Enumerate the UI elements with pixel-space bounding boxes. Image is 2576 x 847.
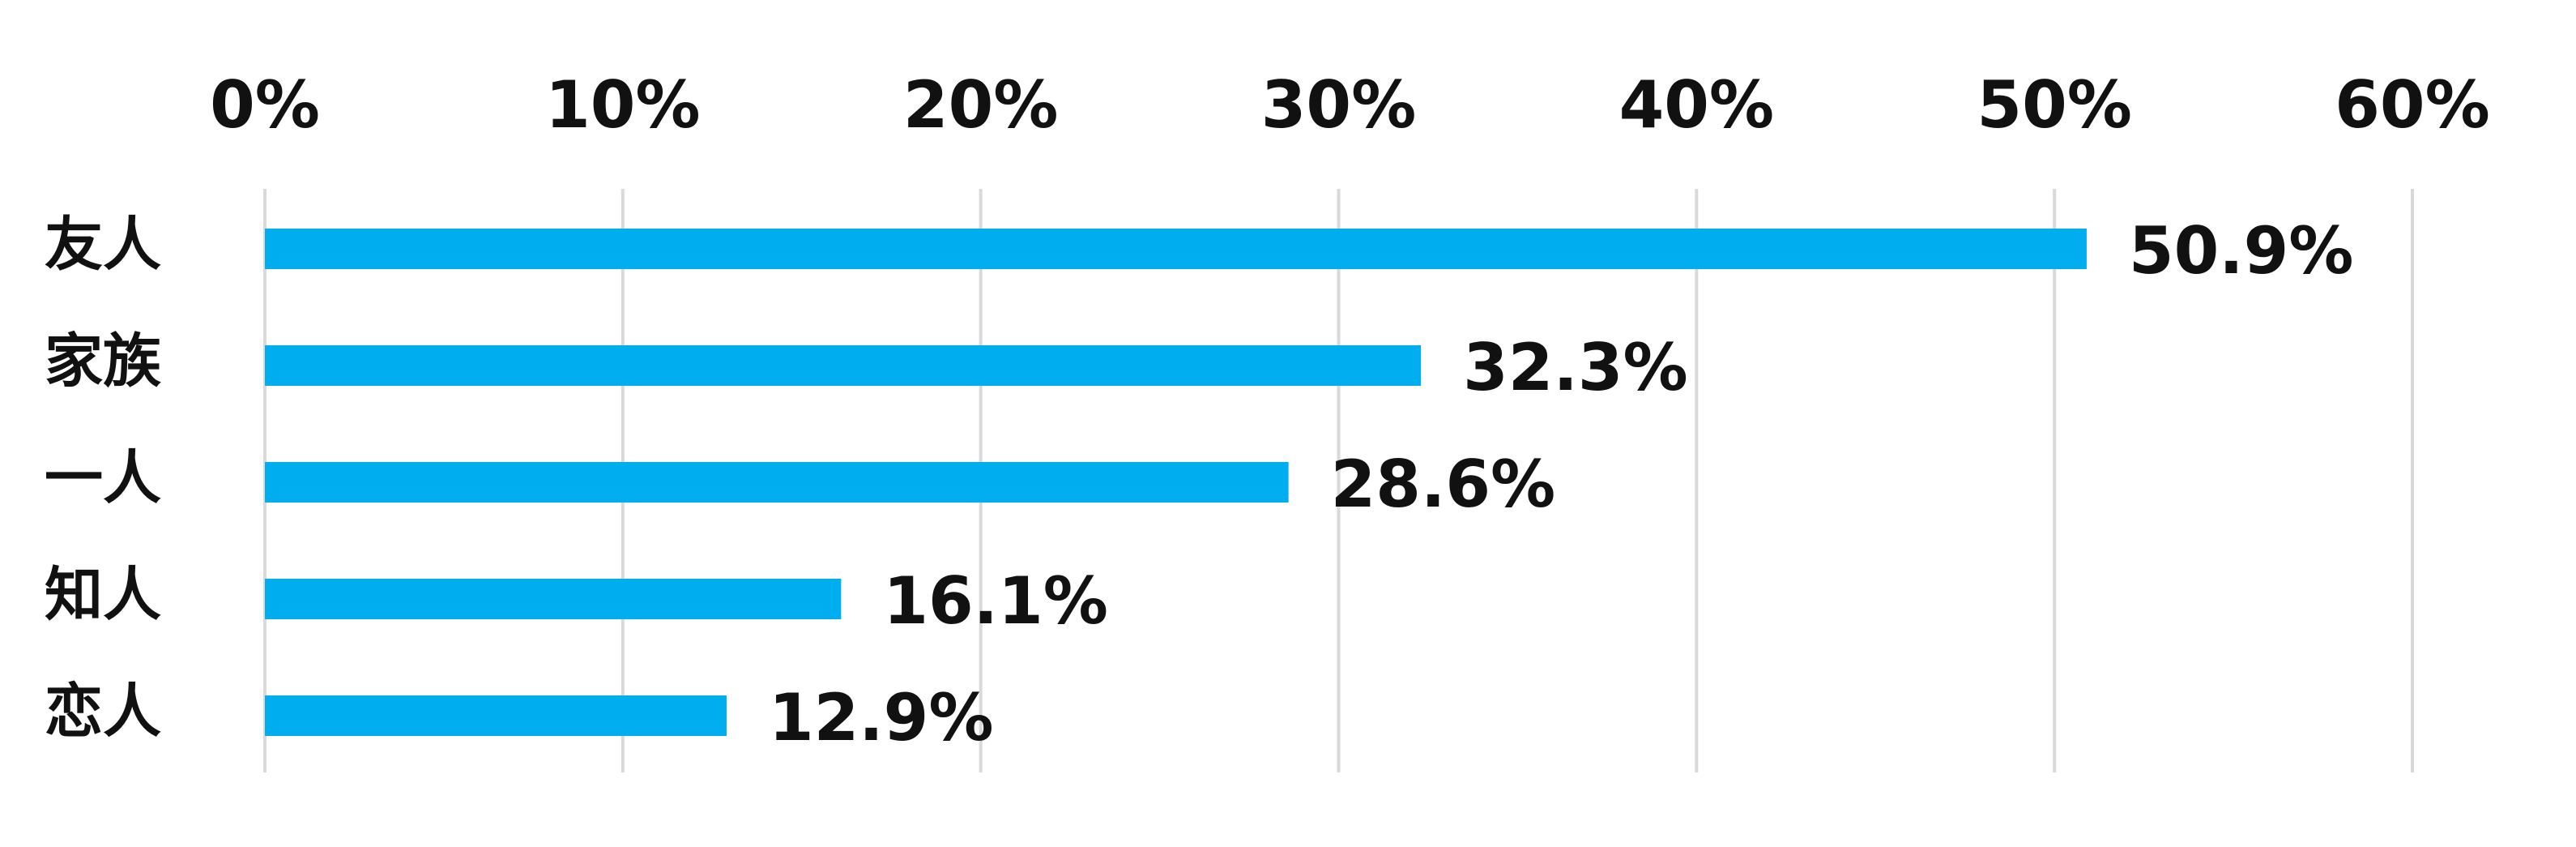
bars (265, 229, 2087, 736)
category-label: 家族 (45, 327, 161, 396)
bar (265, 695, 727, 736)
data-label: 12.9% (769, 680, 994, 755)
data-label: 50.9% (2129, 213, 2354, 289)
x-tick-label: 30% (1261, 67, 1416, 143)
x-tick-label: 20% (903, 67, 1058, 143)
data-labels: 50.9% 32.3% 28.6% 16.1% 12.9% (769, 213, 2354, 755)
data-label: 28.6% (1331, 447, 1556, 522)
x-axis-tick-labels: 0% 10% 20% 30% 40% 50% 60% (210, 67, 2490, 143)
category-label: 友人 (45, 211, 161, 279)
x-tick-label: 40% (1619, 67, 1774, 143)
bar (265, 229, 2087, 269)
category-label: 恋人 (45, 678, 161, 746)
category-label: 一人 (45, 444, 161, 512)
bar (265, 345, 1422, 386)
x-tick-label: 0% (210, 67, 320, 143)
category-label: 知人 (45, 561, 161, 629)
data-label: 16.1% (883, 563, 1108, 639)
bar (265, 462, 1289, 503)
x-tick-label: 10% (545, 67, 700, 143)
data-label: 32.3% (1463, 330, 1688, 405)
x-tick-label: 50% (1977, 67, 2131, 143)
bar (265, 579, 842, 619)
x-tick-label: 60% (2335, 67, 2489, 143)
